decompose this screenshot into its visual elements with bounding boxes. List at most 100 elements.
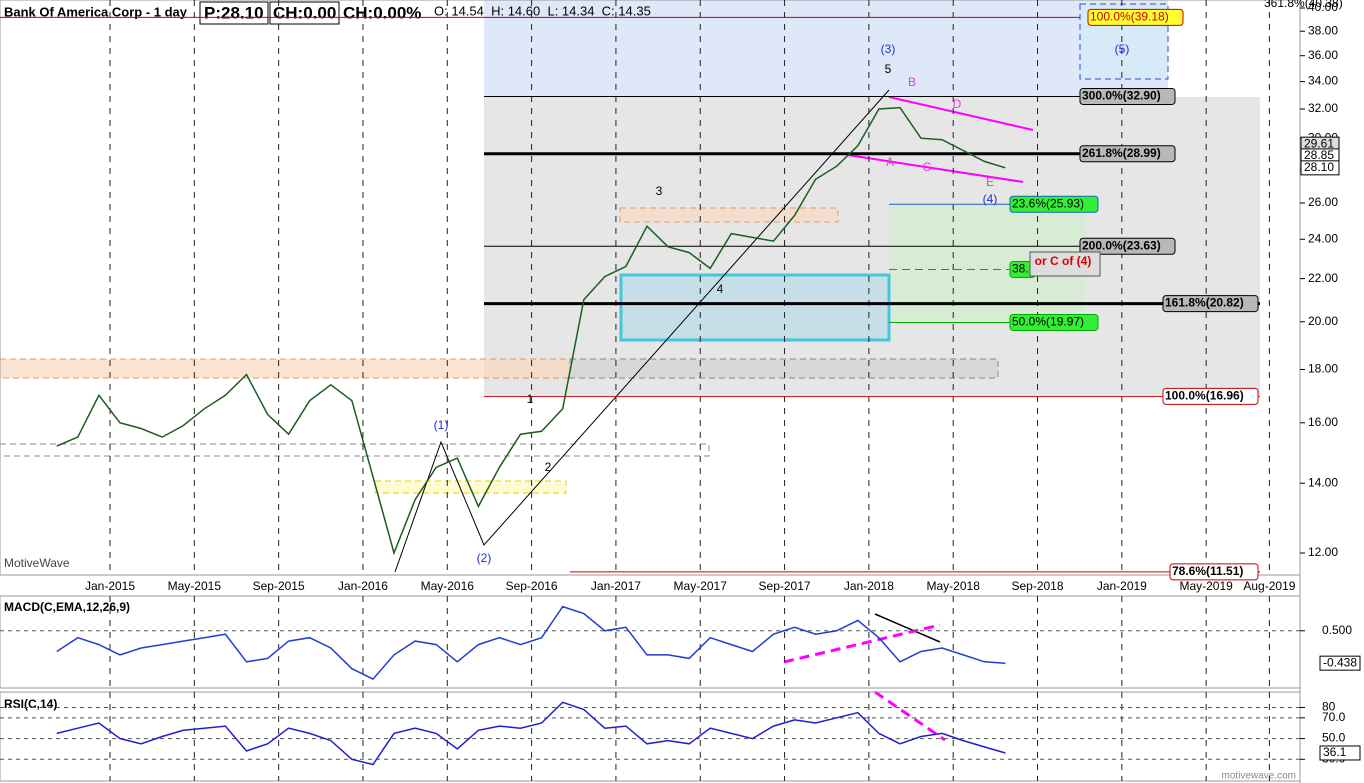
x-tick-label: May-2018	[927, 579, 981, 593]
x-tick-label: May-2015	[168, 579, 222, 593]
y-tick-label: 18.00	[1308, 362, 1338, 376]
divergence-line	[874, 690, 946, 742]
price-marker-label: 29.61	[1304, 136, 1334, 150]
wave-label: or C of (4)	[1035, 254, 1092, 268]
x-tick-label: May-2017	[674, 579, 728, 593]
wave-label: B	[908, 75, 916, 89]
y-tick-label: 0.500	[1322, 623, 1352, 637]
price-marker-label: 28.10	[1304, 160, 1334, 174]
wave-label: 5	[885, 62, 892, 76]
triangle-line	[847, 154, 1024, 183]
price-line	[56, 106, 1006, 556]
x-tick-label: May-2019	[1179, 579, 1233, 593]
fib-label: 200.0%(23.63)	[1082, 238, 1161, 252]
fib-label-box	[1079, 237, 1176, 255]
support-band	[0, 443, 710, 457]
fib-label-box	[1079, 87, 1176, 105]
fib-label-box	[1009, 313, 1099, 331]
fib-label: 361.8%(40.38)	[1264, 0, 1343, 10]
title: Bank Of America Corp - 1 day	[4, 4, 188, 19]
fib-label: 300.0%(32.90)	[1082, 89, 1161, 103]
wave-label: A	[886, 155, 894, 169]
y-tick-label: 50.0	[1322, 731, 1346, 745]
fib-label-box	[1169, 563, 1259, 581]
wave-label: C	[923, 160, 932, 174]
y-tick-label: 12.00	[1308, 545, 1338, 559]
y-tick-label: 38.00	[1308, 23, 1338, 37]
x-tick-label: Jan-2017	[591, 579, 641, 593]
fib-label: 50.0%(19.97)	[1012, 315, 1084, 329]
fib-label-box	[1079, 145, 1176, 163]
current-label: 36.1	[1323, 745, 1347, 759]
y-tick-label: 14.00	[1308, 475, 1338, 489]
x-tick-label: Sep-2017	[759, 579, 811, 593]
macd-title: MACD(C,EMA,12,26,9)	[4, 600, 130, 614]
resistance-band	[0, 358, 571, 379]
wave-label: 3	[656, 184, 663, 198]
wave-line	[394, 89, 890, 573]
x-tick-label: Jan-2016	[338, 579, 388, 593]
target-zone	[484, 0, 1168, 97]
resistance-band	[619, 207, 839, 223]
x-tick-label: Sep-2015	[253, 579, 305, 593]
x-tick-label: Sep-2018	[1011, 579, 1063, 593]
fib-label-box	[1162, 295, 1259, 313]
price: P:28.10	[204, 3, 264, 22]
current-marker	[1319, 655, 1361, 671]
y-tick-label: 40.00	[1308, 0, 1338, 14]
x-tick-label: Aug-2019	[1243, 579, 1295, 593]
wave4-box	[619, 273, 891, 342]
change-box	[269, 1, 340, 25]
y-tick-label: 26.00	[1308, 195, 1338, 209]
wave-label: E	[986, 175, 994, 189]
wave-label: (2)	[477, 551, 492, 565]
y-tick-label: 16.00	[1308, 415, 1338, 429]
triangle-line	[888, 96, 1034, 131]
y-tick-label: 32.00	[1308, 101, 1338, 115]
wave-label: 1	[527, 392, 534, 406]
x-tick-label: Jan-2018	[844, 579, 894, 593]
change-pct: CH:0.00%	[343, 3, 421, 22]
wave-label: 2	[545, 460, 552, 474]
price-marker-box	[1300, 160, 1340, 176]
divergence-arrow	[874, 613, 941, 643]
fib-label-box	[1087, 8, 1184, 26]
rsi-line	[56, 701, 1006, 766]
macd-line	[56, 605, 1006, 681]
wave-label: (4)	[983, 192, 998, 206]
current-label: -0.438	[1323, 655, 1357, 669]
y-tick-label: 70.0	[1322, 710, 1346, 724]
footer: motivewave.com	[1222, 771, 1296, 782]
x-tick-label: May-2016	[421, 579, 475, 593]
fib-label: 78.6%(11.51)	[1172, 564, 1243, 578]
y-tick-label: 34.00	[1308, 74, 1338, 88]
fib-label-box	[1162, 387, 1259, 405]
y-tick-label: 80	[1322, 700, 1336, 714]
current-marker	[1319, 745, 1361, 761]
ohlc: O: 14.54 H: 14.60 L: 14.34 C: 14.35	[434, 3, 651, 18]
fib-label: 23.6%(25.93)	[1012, 196, 1084, 210]
y-tick-label: 20.00	[1308, 314, 1338, 328]
resistance-band	[569, 358, 999, 379]
x-tick-label: Sep-2016	[506, 579, 558, 593]
change: CH:0.00	[273, 3, 336, 22]
y-tick-label: 22.00	[1308, 271, 1338, 285]
fib-label: 161.8%(20.82)	[1165, 296, 1244, 310]
fib-label: 261.8%(28.99)	[1082, 146, 1161, 160]
fib-label: 38.	[1012, 262, 1029, 276]
fib-label-box	[1009, 195, 1099, 213]
label-box	[1029, 251, 1101, 277]
y-tick-label: 24.00	[1308, 231, 1338, 245]
wave-label: (5)	[1115, 42, 1130, 56]
wave-label: (3)	[881, 42, 896, 56]
watermark: MotiveWave	[4, 556, 70, 570]
rsi-title: RSI(C,14)	[4, 697, 57, 711]
wave-label: D	[953, 97, 962, 111]
fib-label: 100.0%(39.18)	[1090, 10, 1169, 24]
y-tick-label: 36.00	[1308, 48, 1338, 62]
price-box	[199, 1, 269, 25]
wave-label: (1)	[434, 418, 449, 432]
x-tick-label: Jan-2019	[1097, 579, 1147, 593]
